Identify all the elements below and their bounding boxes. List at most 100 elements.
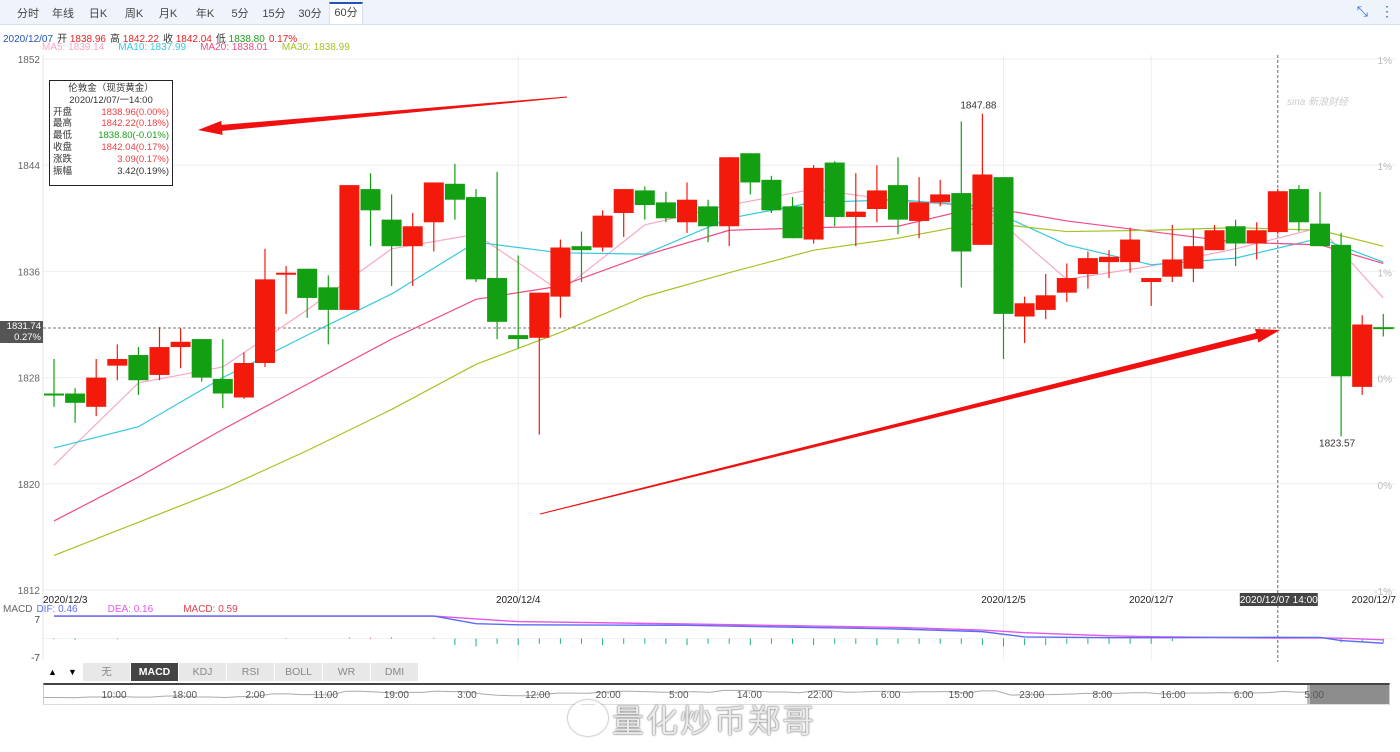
tooltip-time: 2020/12/07/一14:00 [69, 94, 153, 106]
right-pct-tick: 1% [1378, 56, 1393, 67]
candle [1141, 278, 1162, 306]
tooltip-row: 最低 1838.80(-0.01%) [53, 130, 169, 142]
range-navigator[interactable]: 10:00 18:00 2:00 11:00 19:00 3:00 12:00 20:00 5:… [43, 683, 1390, 705]
candle [128, 347, 149, 395]
candle [444, 163, 465, 220]
close-label: 收 [162, 34, 173, 45]
candle [107, 344, 128, 381]
compress-icon[interactable]: ⤡ [1356, 3, 1368, 19]
info-change: 0.17% [268, 34, 298, 45]
scroll-down-button[interactable]: ▼ [63, 663, 83, 681]
arrow-shape [539, 328, 1280, 515]
x-date-label: 2020/12/5 [981, 595, 1026, 606]
tab-分时[interactable]: 分时 [17, 8, 39, 20]
tab-30分[interactable]: 30分 [298, 8, 322, 20]
candle-body [276, 272, 297, 275]
candle [339, 185, 360, 310]
tab-年线[interactable]: 年线 [52, 8, 74, 20]
price-extreme-label: 1823.57 [1319, 438, 1356, 449]
candle-body [402, 226, 423, 247]
tab-15分[interactable]: 15分 [262, 8, 286, 20]
tab-日K[interactable]: 日K [88, 8, 108, 20]
candle-body [381, 219, 402, 247]
navigator-time-label: 14:00 [736, 690, 762, 701]
indicator-tab-boll[interactable]: BOLL [275, 663, 323, 681]
candle-body [909, 202, 930, 221]
candle-body [1077, 258, 1098, 275]
y-tick-label: 1812 [18, 586, 41, 597]
info-date: 2020/12/07 [3, 34, 54, 45]
info-high: 1842.22 [122, 34, 159, 45]
indicator-tab-dmi[interactable]: DMI [371, 663, 419, 681]
candle [719, 157, 740, 247]
tooltip-row-label: 涨跌 [53, 153, 73, 165]
tab-周K[interactable]: 周K [124, 8, 144, 20]
candle-body [951, 193, 972, 252]
tab-月K[interactable]: 月K [158, 8, 178, 20]
candle-body [86, 377, 107, 407]
crosshair-time-box [1239, 593, 1318, 606]
candle-body [1183, 246, 1204, 269]
candle [698, 199, 719, 243]
candle-body [824, 162, 845, 217]
candle-body [930, 194, 951, 203]
annotation-arrow-left [198, 96, 568, 135]
candle [44, 359, 64, 407]
candle [866, 165, 887, 223]
y-tick-label: 1836 [18, 267, 41, 278]
candle [233, 352, 254, 399]
candle [550, 239, 571, 318]
navigator-time-label: 18:00 [172, 690, 198, 701]
navigator-selection-handle[interactable] [1307, 685, 1389, 704]
navigator-time-label: 3:00 [457, 690, 477, 701]
candle [1099, 250, 1119, 279]
candle [65, 388, 86, 423]
tab-60分[interactable]: 60分 [329, 2, 363, 24]
right-pct-tick: 1% [1378, 162, 1393, 173]
candle [1288, 185, 1309, 232]
scroll-up-button[interactable]: ▲ [43, 663, 63, 681]
candle-body [107, 359, 128, 366]
candle-body [128, 355, 149, 381]
x-date-label: 2020/12/3 [43, 595, 88, 606]
candle-body [698, 206, 719, 227]
period-tab-bar: 分时 年线 日K 周K 月K 年K 5分 15分 30分 60分 ⤡ ⋮ [0, 0, 1400, 25]
candle [824, 161, 845, 227]
x-date-label: 2020/12/7 [1352, 595, 1397, 606]
candle-body [170, 341, 191, 348]
candle-body [466, 197, 486, 280]
tooltip-row-value: 1838.96(0.00%) [101, 106, 169, 118]
tooltip-row: 涨跌 3.09(0.17%) [53, 154, 169, 166]
navigator-time-label: 20:00 [595, 690, 621, 701]
indicator-tab-kdj[interactable]: KDJ [179, 663, 227, 681]
candle-body [444, 183, 465, 200]
open-label: 开 [57, 34, 68, 45]
candle [782, 197, 803, 239]
ma-info-line: MA5: 1839.14 MA10: 1837.99 MA20: 1838.01 MA… [42, 42, 350, 53]
candle-body [233, 362, 254, 398]
candle-body [655, 202, 676, 219]
tab-5分[interactable]: 5分 [231, 8, 249, 20]
candle [972, 113, 993, 245]
macd-legend: MACD DIF: 0.46 DEA: 0.16 MACD: 0.59 [3, 604, 238, 615]
candle-body [339, 185, 360, 310]
indicator-tab-wr[interactable]: WR [323, 663, 371, 681]
navigator-time-label: 5:00 [669, 690, 689, 701]
price-extreme-label: 1847.88 [960, 101, 997, 112]
indicator-tab-macd[interactable]: MACD [131, 663, 179, 681]
candle-body [1056, 278, 1077, 293]
indicator-tab-无[interactable]: 无 [83, 663, 131, 681]
weibo-logo-watermark [568, 700, 608, 736]
dea-line [54, 615, 1384, 641]
x-date-label: 2020/12/7 [1129, 595, 1174, 606]
candle-body [65, 393, 86, 403]
candle-body [550, 247, 571, 297]
indicator-tab-rsi[interactable]: RSI [227, 663, 275, 681]
info-close: 1842.04 [175, 34, 212, 45]
tab-年K[interactable]: 年K [195, 8, 215, 20]
candle [1014, 296, 1035, 344]
tooltip-row-label: 振幅 [53, 165, 73, 177]
more-vertical-icon[interactable]: ⋮ [1380, 3, 1394, 19]
candle-body [44, 393, 64, 396]
